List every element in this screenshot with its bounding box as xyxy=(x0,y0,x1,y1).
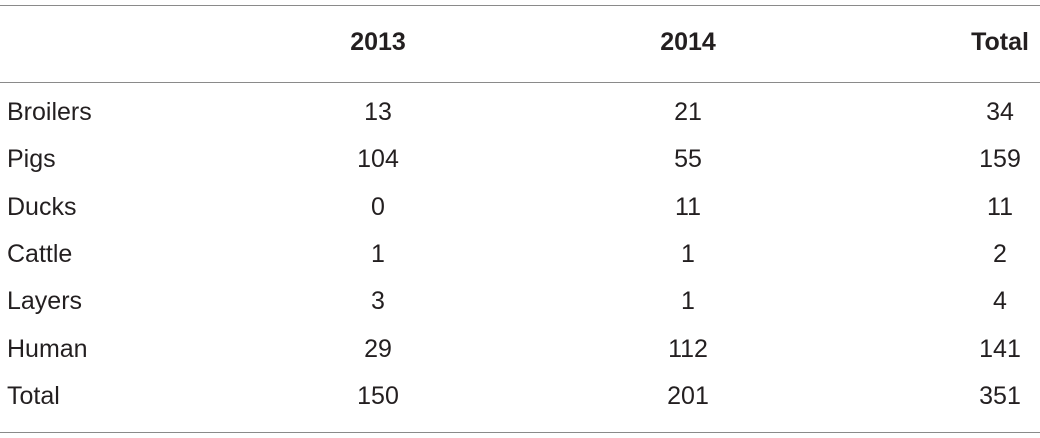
row-label: Human xyxy=(7,334,88,363)
row-label: Broilers xyxy=(7,98,92,126)
table-cell: 2 xyxy=(993,239,1007,268)
table-cell: 150 xyxy=(357,381,399,410)
bottom-rule xyxy=(0,432,1040,433)
top-rule xyxy=(0,5,1040,6)
table-cell: 11 xyxy=(675,192,701,221)
row-label: Total xyxy=(7,381,60,410)
row-label: Pigs xyxy=(7,145,56,174)
table-cell: 201 xyxy=(667,381,709,410)
table-cell: 104 xyxy=(357,145,399,174)
row-label: Cattle xyxy=(7,239,73,268)
header-rule xyxy=(0,82,1040,83)
table-cell: 13 xyxy=(364,98,392,126)
row-label: Layers xyxy=(7,287,83,316)
table-cell: 4 xyxy=(993,287,1007,316)
table-cell: 112 xyxy=(668,334,708,363)
table-cell: 3 xyxy=(371,287,385,316)
table-cell: 55 xyxy=(674,145,702,174)
table-cell: 1 xyxy=(371,239,385,268)
table-cell: 1 xyxy=(681,239,695,268)
table-cell: 0 xyxy=(371,192,385,221)
table-cell: 351 xyxy=(979,381,1021,410)
table-cell: 34 xyxy=(986,98,1014,126)
table-cell: 159 xyxy=(979,145,1021,174)
table-cell: 11 xyxy=(987,192,1013,221)
column-header: 2014 xyxy=(660,28,716,56)
row-label: Ducks xyxy=(7,192,77,221)
table-cell: 141 xyxy=(979,334,1021,363)
table-cell: 1 xyxy=(681,287,695,316)
column-header: Total xyxy=(971,28,1029,56)
table-cell: 29 xyxy=(364,334,392,363)
column-header: 2013 xyxy=(350,28,406,56)
table-cell: 21 xyxy=(674,98,702,126)
